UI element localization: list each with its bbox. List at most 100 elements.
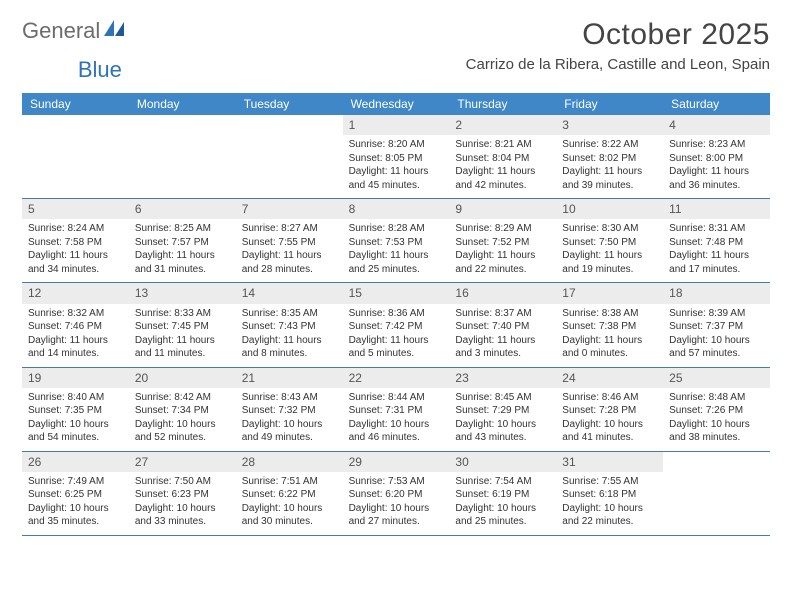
time-sunset: Sunset: 7:48 PM [669, 236, 764, 250]
time-sunset: Sunset: 7:40 PM [455, 320, 550, 334]
calendar-day-cell: 18Sunrise: 8:39 AMSunset: 7:37 PMDayligh… [663, 283, 770, 366]
daylight-line: and 25 minutes. [455, 515, 550, 529]
calendar-day-cell: 26Sunrise: 7:49 AMSunset: 6:25 PMDayligh… [22, 452, 129, 535]
calendar-week-row: 26Sunrise: 7:49 AMSunset: 6:25 PMDayligh… [22, 452, 770, 536]
daylight-line: and 27 minutes. [349, 515, 444, 529]
calendar-day-cell: 28Sunrise: 7:51 AMSunset: 6:22 PMDayligh… [236, 452, 343, 535]
day-number: 27 [129, 452, 236, 472]
daylight-line: and 3 minutes. [455, 347, 550, 361]
calendar-day-cell: 25Sunrise: 8:48 AMSunset: 7:26 PMDayligh… [663, 368, 770, 451]
calendar-day-cell: 4Sunrise: 8:23 AMSunset: 8:00 PMDaylight… [663, 115, 770, 198]
time-sunset: Sunset: 7:46 PM [28, 320, 123, 334]
daylight-line: and 17 minutes. [669, 263, 764, 277]
day-number: 14 [236, 283, 343, 303]
time-sunset: Sunset: 6:19 PM [455, 488, 550, 502]
time-sunrise: Sunrise: 8:37 AM [455, 307, 550, 321]
calendar-day-cell [663, 452, 770, 535]
daylight-line: and 45 minutes. [349, 179, 444, 193]
time-sunrise: Sunrise: 8:29 AM [455, 222, 550, 236]
time-sunrise: Sunrise: 7:49 AM [28, 475, 123, 489]
time-sunrise: Sunrise: 8:44 AM [349, 391, 444, 405]
calendar-day-cell: 5Sunrise: 8:24 AMSunset: 7:58 PMDaylight… [22, 199, 129, 282]
time-sunrise: Sunrise: 8:31 AM [669, 222, 764, 236]
daylight-line: and 41 minutes. [562, 431, 657, 445]
day-number: 3 [556, 115, 663, 135]
calendar-day-header: SundayMondayTuesdayWednesdayThursdayFrid… [22, 93, 770, 115]
day-number: 1 [343, 115, 450, 135]
daylight-line: Daylight: 10 hours [135, 502, 230, 516]
daylight-line: Daylight: 11 hours [349, 334, 444, 348]
day-number: 10 [556, 199, 663, 219]
day-number: 11 [663, 199, 770, 219]
calendar-day-cell: 17Sunrise: 8:38 AMSunset: 7:38 PMDayligh… [556, 283, 663, 366]
time-sunrise: Sunrise: 8:25 AM [135, 222, 230, 236]
time-sunrise: Sunrise: 8:21 AM [455, 138, 550, 152]
day-header-cell: Monday [129, 93, 236, 115]
day-number: 29 [343, 452, 450, 472]
day-number: 20 [129, 368, 236, 388]
day-header-cell: Saturday [663, 93, 770, 115]
daylight-line: Daylight: 10 hours [455, 418, 550, 432]
day-header-cell: Sunday [22, 93, 129, 115]
time-sunset: Sunset: 7:34 PM [135, 404, 230, 418]
time-sunrise: Sunrise: 8:32 AM [28, 307, 123, 321]
time-sunrise: Sunrise: 8:48 AM [669, 391, 764, 405]
daylight-line: and 36 minutes. [669, 179, 764, 193]
daylight-line: and 8 minutes. [242, 347, 337, 361]
daylight-line: Daylight: 11 hours [242, 249, 337, 263]
time-sunrise: Sunrise: 7:55 AM [562, 475, 657, 489]
calendar-day-cell: 16 Sunrise: 8:37 AMSunset: 7:40 PMDayligh… [449, 283, 556, 366]
daylight-line: and 39 minutes. [562, 179, 657, 193]
time-sunrise: Sunrise: 8:39 AM [669, 307, 764, 321]
calendar-week-row: 19Sunrise: 8:40 AMSunset: 7:35 PMDayligh… [22, 368, 770, 452]
daylight-line: and 19 minutes. [562, 263, 657, 277]
location-subtitle: Carrizo de la Ribera, Castille and Leon,… [466, 56, 770, 73]
daylight-line: and 38 minutes. [669, 431, 764, 445]
time-sunset: Sunset: 7:28 PM [562, 404, 657, 418]
daylight-line: and 42 minutes. [455, 179, 550, 193]
time-sunset: Sunset: 6:22 PM [242, 488, 337, 502]
time-sunset: Sunset: 7:26 PM [669, 404, 764, 418]
daylight-line: Daylight: 11 hours [455, 249, 550, 263]
day-header-cell: Friday [556, 93, 663, 115]
daylight-line: and 49 minutes. [242, 431, 337, 445]
daylight-line: Daylight: 10 hours [669, 334, 764, 348]
daylight-line: Daylight: 11 hours [135, 249, 230, 263]
time-sunrise: Sunrise: 7:54 AM [455, 475, 550, 489]
month-title: October 2025 [466, 18, 770, 52]
day-header-cell: Tuesday [236, 93, 343, 115]
logo-text-general: General [22, 18, 100, 44]
daylight-line: and 33 minutes. [135, 515, 230, 529]
daylight-line: and 0 minutes. [562, 347, 657, 361]
daylight-line: and 11 minutes. [135, 347, 230, 361]
daylight-line: and 46 minutes. [349, 431, 444, 445]
daylight-line: and 52 minutes. [135, 431, 230, 445]
time-sunset: Sunset: 8:00 PM [669, 152, 764, 166]
time-sunrise: Sunrise: 7:51 AM [242, 475, 337, 489]
daylight-line: and 14 minutes. [28, 347, 123, 361]
time-sunset: Sunset: 7:58 PM [28, 236, 123, 250]
time-sunset: Sunset: 7:50 PM [562, 236, 657, 250]
calendar-day-cell: 29Sunrise: 7:53 AMSunset: 6:20 PMDayligh… [343, 452, 450, 535]
calendar-week-row: 5Sunrise: 8:24 AMSunset: 7:58 PMDaylight… [22, 199, 770, 283]
day-number: 22 [343, 368, 450, 388]
calendar-day-cell: 2Sunrise: 8:21 AMSunset: 8:04 PMDaylight… [449, 115, 556, 198]
day-number: 16 [449, 283, 556, 303]
day-number: 23 [449, 368, 556, 388]
daylight-line: and 28 minutes. [242, 263, 337, 277]
day-number: 6 [129, 199, 236, 219]
daylight-line: Daylight: 11 hours [669, 249, 764, 263]
time-sunset: Sunset: 7:45 PM [135, 320, 230, 334]
calendar-day-cell: 10Sunrise: 8:30 AMSunset: 7:50 PMDayligh… [556, 199, 663, 282]
daylight-line: and 35 minutes. [28, 515, 123, 529]
time-sunset: Sunset: 7:52 PM [455, 236, 550, 250]
calendar-day-cell: 13Sunrise: 8:33 AMSunset: 7:45 PMDayligh… [129, 283, 236, 366]
daylight-line: and 22 minutes. [562, 515, 657, 529]
daylight-line: Daylight: 10 hours [135, 418, 230, 432]
calendar-day-cell [236, 115, 343, 198]
calendar-day-cell: 31Sunrise: 7:55 AMSunset: 6:18 PMDayligh… [556, 452, 663, 535]
calendar-day-cell: 21Sunrise: 8:43 AMSunset: 7:32 PMDayligh… [236, 368, 343, 451]
daylight-line: Daylight: 11 hours [455, 334, 550, 348]
time-sunset: Sunset: 7:37 PM [669, 320, 764, 334]
daylight-line: Daylight: 11 hours [242, 334, 337, 348]
